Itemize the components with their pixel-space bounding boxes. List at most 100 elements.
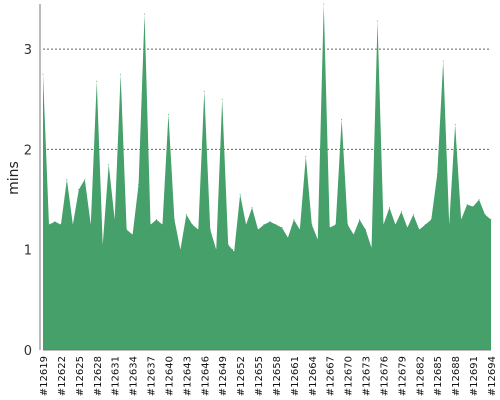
data-point [48,224,50,226]
data-point [54,221,56,223]
series-area [42,3,492,350]
data-point [353,234,355,236]
data-point [120,73,122,75]
data-point [424,224,426,226]
data-point [478,199,480,201]
data-point [269,221,271,223]
data-point [114,219,116,221]
data-point [245,224,247,226]
data-point [221,98,223,100]
data-point [42,73,44,75]
x-tick-label: #12628 [93,356,104,396]
y-tick-label: 1 [24,244,32,259]
data-point [257,229,259,231]
data-point [359,219,361,221]
data-point [209,229,211,231]
data-point [382,224,384,226]
x-tick-label: #12631 [111,356,122,396]
data-point [442,60,444,62]
x-tick-label: #12643 [182,356,193,396]
data-point [293,219,295,221]
data-point [72,224,74,226]
data-point [90,224,92,226]
x-tick-label: #12676 [379,356,390,396]
data-point [430,219,432,221]
data-point [323,3,325,5]
data-point [400,211,402,213]
data-point [341,118,343,120]
x-tick-label: #12640 [164,356,175,396]
x-tick-label: #12679 [397,356,408,396]
x-tick-label: #12694 [487,356,498,396]
data-point [472,206,474,208]
data-point [377,20,379,22]
data-point [454,123,456,125]
data-point [161,224,163,226]
x-tick-label: #12685 [433,356,444,396]
data-point [335,224,337,226]
area-series [43,4,491,350]
data-point [144,13,146,15]
data-point [78,189,80,191]
data-point [185,214,187,216]
y-tick-label: 2 [24,143,32,158]
data-point [96,80,98,82]
data-point [299,229,301,231]
data-point [197,229,199,231]
y-tick-label: 3 [24,43,32,58]
x-tick-label: #12664 [308,356,319,396]
data-point [287,237,289,239]
data-point [251,207,253,209]
data-point [406,227,408,229]
data-point [281,227,283,229]
data-point [126,229,128,231]
data-point [484,214,486,216]
data-point [311,224,313,226]
data-point [275,224,277,226]
data-point [305,155,307,157]
data-point [66,179,68,181]
data-point [412,214,414,216]
x-tick-label: #12673 [362,356,373,396]
x-tick-label: #12691 [469,356,480,396]
y-tick-label: 0 [24,344,32,359]
data-point [150,224,152,226]
data-point [102,244,104,246]
x-tick-label: #12625 [75,356,86,396]
x-tick-label: #12688 [451,356,462,396]
data-point [108,163,110,165]
y-axis-label: mins [6,161,22,195]
x-tick-label: #12682 [415,356,426,396]
x-tick-label: #12634 [129,356,140,396]
data-point [460,219,462,221]
data-point [394,224,396,226]
x-tick-label: #12649 [218,356,229,396]
data-point [132,234,134,236]
x-tick-label: #12646 [200,356,211,396]
data-point [418,229,420,231]
x-tick-label: #12658 [272,356,283,396]
x-tick-label: #12667 [326,356,337,396]
data-point [436,173,438,175]
data-point [155,219,157,221]
data-point [173,219,175,221]
data-point [263,224,265,226]
data-point [466,204,468,206]
data-point [347,224,349,226]
axes [39,4,491,351]
x-tick-label: #12652 [236,356,247,396]
x-tick-label: #12619 [39,356,50,396]
data-point [138,184,140,186]
x-tick-label: #12622 [57,356,68,396]
data-point [179,249,181,251]
x-tick-label: #12670 [344,356,355,396]
data-point [490,219,492,221]
data-point [233,251,235,253]
data-point [203,90,205,92]
y-tick-labels: 0 1 2 3 [24,43,32,359]
data-point [215,249,217,251]
data-point [329,227,331,229]
x-tick-label: #12661 [290,356,301,396]
data-point [191,224,193,226]
